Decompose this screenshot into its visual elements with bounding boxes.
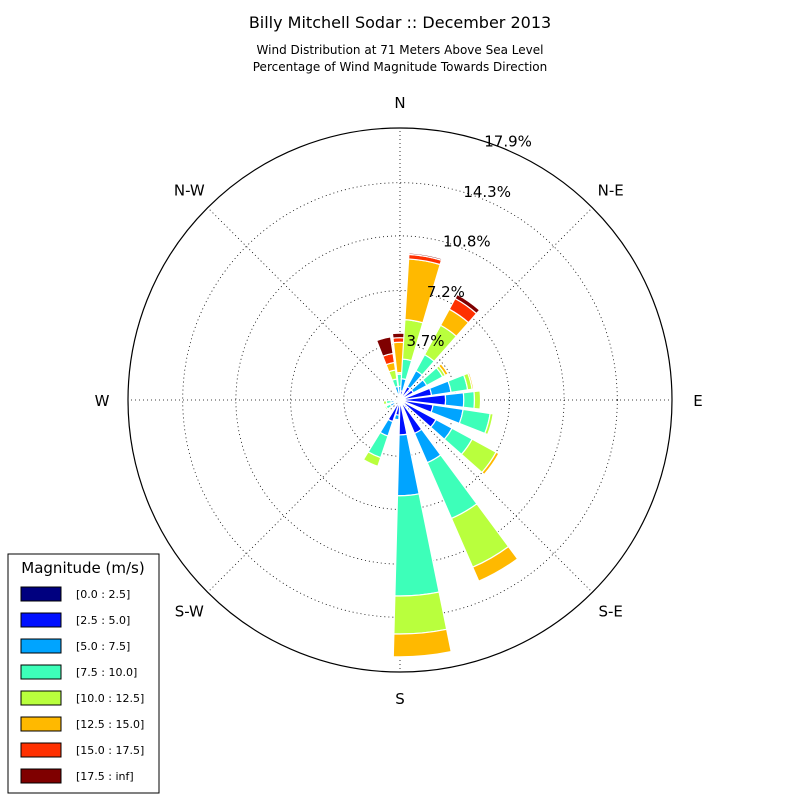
legend-label: [7.5 : 10.0] <box>76 666 137 679</box>
grid-ring <box>182 182 618 618</box>
radial-tick-label: 10.8% <box>443 232 491 250</box>
wind-bar-segment <box>392 628 452 658</box>
direction-label: N-W <box>174 181 205 199</box>
legend: Magnitude (m/s) [0.0 : 2.5] [2.5 : 5.0] [5… <box>7 553 160 794</box>
grid-spoke <box>399 207 593 401</box>
wind-bar-segment <box>382 400 388 406</box>
legend-swatch <box>20 768 62 784</box>
wind-bar-segment <box>394 493 440 597</box>
wind-bar-segment <box>400 358 413 381</box>
legend-swatch <box>20 638 62 654</box>
grid-spoke <box>399 399 593 593</box>
wind-bar-segment <box>408 252 443 261</box>
legend-label: [5.0 : 7.5] <box>76 640 130 653</box>
wind-bar-segment <box>393 413 400 421</box>
wind-bar-segment <box>362 450 382 468</box>
wind-bar-segment <box>484 412 494 436</box>
wind-bar-segment <box>467 371 475 390</box>
wind-bar-segment <box>393 591 448 635</box>
direction-label: E <box>693 392 702 410</box>
direction-label: W <box>95 392 110 410</box>
wind-bar-segment <box>471 545 519 582</box>
grid-spoke <box>207 399 401 593</box>
legend-label: [10.0 : 12.5] <box>76 692 144 705</box>
chart-title: Billy Mitchell Sodar :: December 2013 <box>249 13 551 32</box>
radial-tick-label: 17.9% <box>484 133 532 151</box>
wind-bar-segment <box>383 405 389 411</box>
legend-swatch <box>20 742 62 758</box>
direction-label: N <box>394 94 405 112</box>
direction-label: S-W <box>175 603 204 621</box>
grid-ring <box>290 290 510 510</box>
wind-bar-segment <box>437 362 449 377</box>
legend-items: [0.0 : 2.5] [2.5 : 5.0] [5.0 : 7.5] [7.5 : … <box>20 586 144 784</box>
radial-tick-label: 3.7% <box>406 332 444 350</box>
wind-bar-segment <box>444 392 465 408</box>
direction-label: S-E <box>599 603 623 621</box>
radial-tick-label: 14.3% <box>463 183 511 201</box>
wind-bar-segment <box>473 390 482 410</box>
wind-bar-segment <box>375 336 394 357</box>
grid-spoke <box>207 207 401 401</box>
legend-swatch <box>20 612 62 628</box>
chart-subtitle-line-2: Percentage of Wind Magnitude Towards Dir… <box>253 60 547 74</box>
radial-tick-label: 7.2% <box>427 283 465 301</box>
legend-label: [15.0 : 17.5] <box>76 744 144 757</box>
legend-title: Magnitude (m/s) <box>21 559 144 577</box>
legend-label: [2.5 : 5.0] <box>76 614 130 627</box>
legend-swatch <box>20 716 62 732</box>
wind-bar-segment <box>428 380 452 396</box>
legend-swatch <box>20 664 62 680</box>
wind-bar-segment <box>396 433 420 497</box>
legend-swatch <box>20 690 62 706</box>
direction-label: S <box>395 690 405 708</box>
direction-labels: N N-E E S-E S S-W W N-W <box>95 94 703 708</box>
direction-label: N-E <box>598 181 624 199</box>
legend-label: [12.5 : 15.0] <box>76 718 144 731</box>
wind-bar-segment <box>454 293 481 315</box>
legend-label: [17.5 : inf] <box>76 770 134 783</box>
legend-label: [0.0 : 2.5] <box>76 588 130 601</box>
wind-bar-segment <box>462 390 476 410</box>
wind-bars <box>362 252 519 658</box>
legend-swatch <box>20 586 62 602</box>
radial-tick-labels: 3.7% 7.2% 10.8% 14.3% 17.9% <box>406 133 531 350</box>
wind-bar-segment <box>481 451 500 476</box>
chart-subtitle-line-1: Wind Distribution at 71 Meters Above Sea… <box>257 43 544 57</box>
outer-ring <box>127 127 673 673</box>
